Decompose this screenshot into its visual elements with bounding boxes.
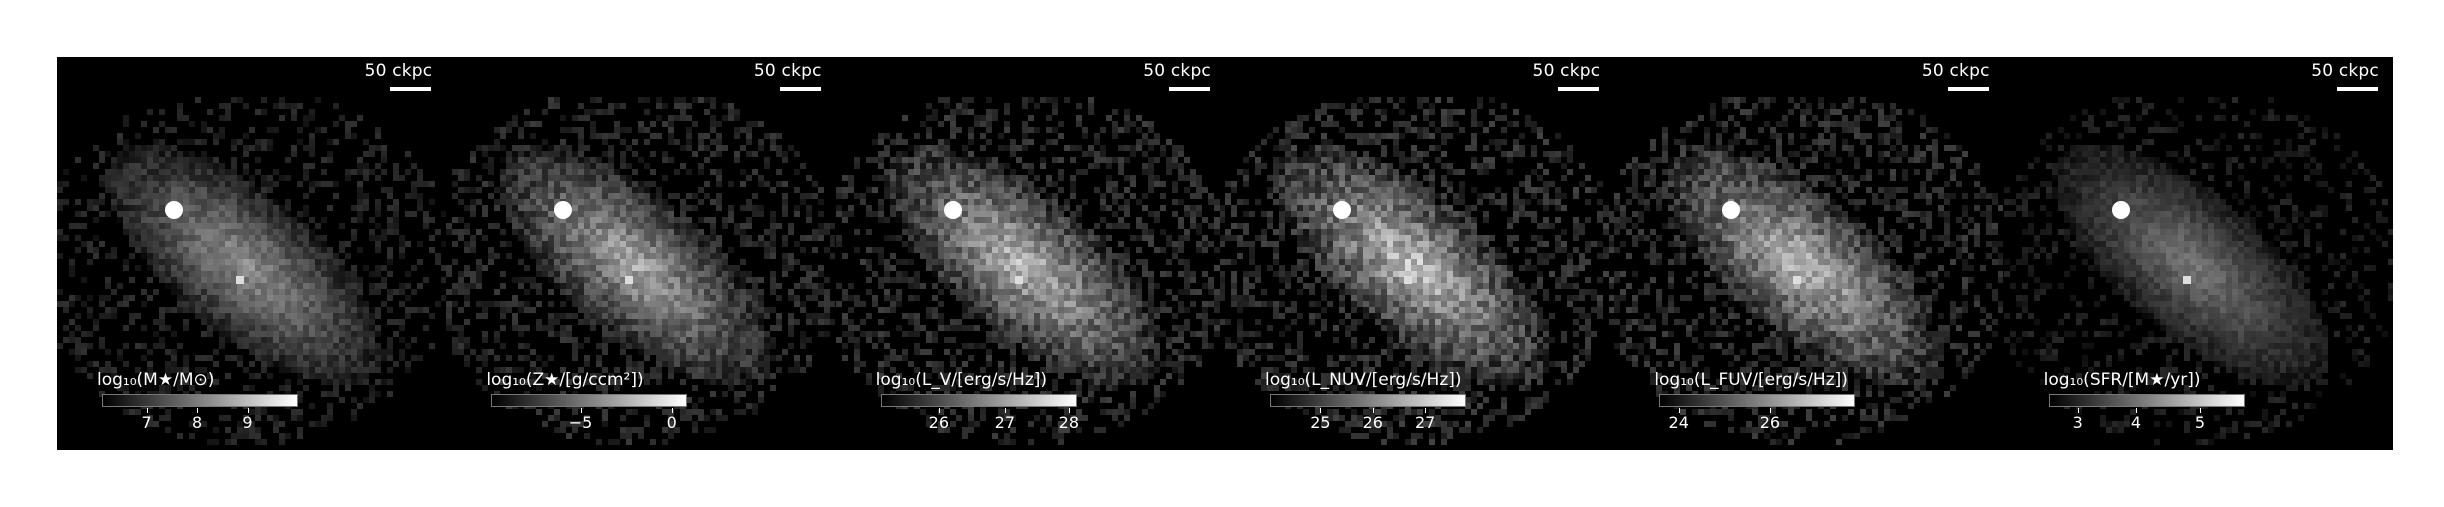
scale-bar: [1168, 87, 1210, 91]
colorbar-tick: [247, 408, 249, 413]
colorbar-tick: [938, 408, 940, 413]
scale-bar: [1558, 87, 1600, 91]
galaxy-map-image: [1614, 97, 2004, 445]
colorbar-label: log₁₀(M★/M⊙): [97, 370, 215, 390]
colorbar-label: log₁₀(L_FUV/[erg/s/Hz]): [1654, 370, 1848, 390]
colorbar-tick-label: 9: [242, 413, 253, 432]
colorbar: [102, 394, 298, 407]
colorbar-tick: [671, 408, 673, 413]
panel-metallicity: 50 ckpc log₁₀(Z★/[g/ccm²]) −5 0: [446, 57, 836, 450]
colorbar-tick-label: 0: [666, 413, 677, 432]
colorbar-label: log₁₀(L_V/[erg/s/Hz]): [875, 370, 1048, 390]
colorbar-tick-label: 24: [1668, 413, 1689, 432]
colorbar-tick: [2135, 408, 2137, 413]
panel-stellar-mass: 50 ckpc log₁₀(M★/M⊙) 7 8 9: [57, 57, 447, 450]
colorbar: [1269, 394, 1466, 407]
scale-bar: [1947, 87, 1989, 91]
colorbar-tick-label: 3: [2072, 413, 2083, 432]
galaxy-map-image: [1224, 97, 1614, 445]
colorbar: [2048, 394, 2245, 407]
colorbar-tick-label: 4: [2130, 413, 2142, 432]
galaxy-map-image: [446, 97, 836, 445]
scale-bar: [2336, 87, 2378, 91]
colorbar-tick-label: 27: [994, 413, 1015, 432]
colorbar-tick-label: 5: [2194, 413, 2206, 432]
colorbar-tick: [2077, 408, 2079, 413]
colorbar-tick-label: 28: [1058, 413, 1080, 432]
colorbar-tick-label: 7: [141, 413, 152, 432]
colorbar-tick-label: 25: [1310, 413, 1331, 432]
colorbar-tick-label: 8: [191, 413, 203, 432]
scale-bar: [779, 87, 821, 91]
scale-bar: [390, 87, 432, 91]
colorbar-tick-label: −5: [568, 413, 593, 432]
scale-bar-label: 50 ckpc: [1532, 61, 1601, 81]
scale-bar-label: 50 ckpc: [753, 61, 822, 81]
colorbar: [880, 394, 1077, 407]
panel-v-band: 50 ckpc log₁₀(L_V/[erg/s/Hz]) 26 27 28: [835, 57, 1225, 450]
colorbar-label: log₁₀(SFR/[M★/yr]): [2043, 370, 2201, 390]
colorbar-tick-label: 26: [1362, 413, 1383, 432]
colorbar-label: log₁₀(L_NUV/[erg/s/Hz]): [1264, 370, 1462, 390]
colorbar-label: log₁₀(Z★/[g/ccm²]): [486, 370, 644, 390]
scale-bar-label: 50 ckpc: [1143, 61, 1211, 81]
panel-fuv: 50 ckpc log₁₀(L_FUV/[erg/s/Hz]) 24 26: [1614, 57, 2004, 450]
colorbar-tick: [1068, 408, 1070, 413]
colorbar-tick: [1678, 408, 1680, 413]
colorbar-tick-label: 26: [1759, 413, 1781, 432]
colorbar-tick-label: 26: [928, 413, 950, 432]
colorbar-tick: [1372, 408, 1374, 413]
colorbar: [1659, 394, 1856, 407]
colorbar-tick: [146, 408, 148, 413]
colorbar-tick: [197, 408, 199, 413]
colorbar-tick: [580, 408, 582, 413]
colorbar-tick: [1425, 408, 1427, 413]
colorbar-tick-label: 27: [1414, 413, 1436, 432]
scale-bar-label: 50 ckpc: [364, 61, 433, 81]
colorbar: [491, 394, 688, 407]
galaxy-map-image: [57, 97, 446, 445]
scale-bar-label: 50 ckpc: [1921, 61, 1990, 81]
galaxy-map-image: [2003, 97, 2393, 445]
scale-bar-label: 50 ckpc: [2311, 61, 2379, 81]
panel-nuv: 50 ckpc log₁₀(L_NUV/[erg/s/Hz]) 25 26 27: [1224, 57, 1615, 450]
colorbar-tick: [1320, 408, 1322, 413]
colorbar-tick: [1004, 408, 1006, 413]
panel-sfr: 50 ckpc log₁₀(SFR/[M★/yr]) 3 4 5: [2003, 57, 2393, 450]
colorbar-tick: [1769, 408, 1771, 413]
galaxy-maps-figure: 50 ckpc log₁₀(M★/M⊙) 7 8 9 50 ckpc log₁₀(Z…: [57, 57, 2393, 450]
galaxy-map-image: [835, 97, 1225, 445]
colorbar-tick: [2199, 408, 2201, 413]
